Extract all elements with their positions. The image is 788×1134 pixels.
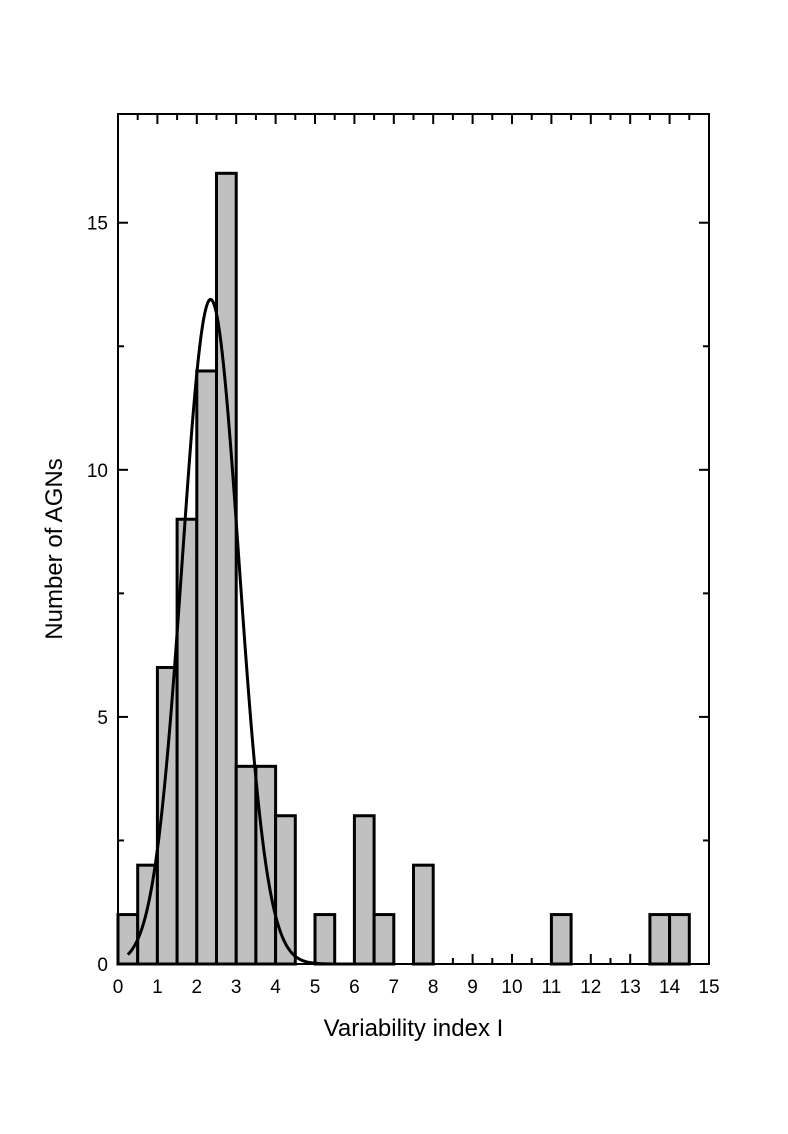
histogram-bar [549,913,573,966]
x-tick-label: 3 [231,977,242,998]
histogram-bar [195,369,219,966]
histogram-bar [136,863,159,966]
histogram-bar [352,814,376,966]
axis-ticks [117,114,710,965]
x-tick-label: 8 [428,977,439,998]
x-tick-label: 10 [501,977,522,998]
x-tick-label: 9 [467,977,478,998]
histogram-bar [313,913,337,966]
y-tick-label: 0 [97,955,108,976]
x-tick-label: 2 [192,977,203,998]
histogram-bar [234,764,258,966]
x-tick-label: 14 [659,977,681,998]
histogram-bar [668,913,691,966]
histogram-bar [412,863,435,966]
x-tick-label: 4 [270,977,281,998]
y-tick-labels: 0 5 10 15 [87,214,108,976]
x-axis-title: Variability index I [324,1015,504,1042]
x-tick-label: 11 [542,977,562,998]
y-tick-label: 15 [87,214,108,235]
x-tick-labels: 0 1 2 3 4 5 6 7 8 9 10 11 12 13 14 15 [113,977,720,998]
histogram-bar [648,913,672,966]
x-tick-label: 6 [349,977,360,998]
histogram-bar [372,913,396,966]
x-tick-label: 7 [389,977,400,998]
histogram-bars [116,171,691,966]
x-tick-label: 5 [310,977,321,998]
histogram-bar [116,913,140,966]
histogram-bar [215,171,238,966]
x-tick-label: 1 [152,977,163,998]
x-tick-label: 0 [113,977,124,998]
x-tick-label: 15 [698,977,719,998]
x-tick-label: 13 [620,977,641,998]
y-tick-label: 5 [97,708,108,729]
y-axis-title: Number of AGNs [41,458,68,639]
x-tick-label: 12 [580,977,601,998]
y-tick-label: 10 [87,461,108,482]
